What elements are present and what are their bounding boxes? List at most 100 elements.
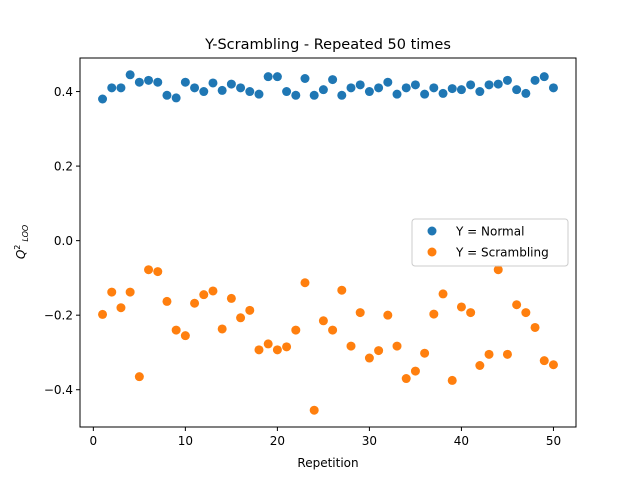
legend-label-scrambling: Y = Scrambling (455, 246, 549, 260)
point-scrambling (456, 302, 466, 312)
point-scrambling (144, 265, 154, 275)
point-scrambling (475, 361, 485, 370)
point-scrambling (98, 309, 108, 319)
point-normal (355, 80, 365, 90)
point-normal (493, 79, 503, 89)
point-normal (236, 83, 246, 93)
point-scrambling (134, 372, 144, 382)
legend-box (411, 218, 569, 267)
point-normal (144, 75, 154, 85)
x-axis-title: Repetition (297, 456, 358, 470)
point-normal (199, 87, 209, 97)
point-normal (217, 85, 227, 95)
y-axis-title-sup: 2 (13, 245, 22, 250)
point-normal (521, 88, 531, 98)
point-normal (512, 85, 522, 95)
point-normal (447, 84, 457, 94)
point-normal (548, 83, 558, 93)
legend-marker-normal (427, 226, 437, 236)
point-scrambling (539, 356, 549, 366)
axes-frame (79, 57, 577, 428)
point-scrambling (199, 290, 209, 300)
y-axis-title-sub: LOO (21, 225, 30, 242)
point-scrambling (484, 349, 494, 359)
x-tick-label: 0 (90, 434, 98, 448)
point-normal (291, 90, 301, 100)
point-normal (282, 87, 292, 97)
point-scrambling (318, 316, 328, 326)
point-scrambling (226, 293, 236, 303)
point-scrambling (337, 285, 347, 295)
point-normal (107, 83, 117, 93)
point-normal (162, 90, 172, 100)
point-normal (539, 72, 549, 82)
point-scrambling (355, 308, 365, 318)
point-normal (429, 83, 439, 93)
point-normal (530, 75, 540, 85)
point-normal (226, 79, 236, 89)
series-scrambling (98, 265, 558, 415)
point-normal (346, 83, 356, 93)
point-scrambling (153, 267, 163, 277)
point-scrambling (410, 366, 420, 376)
point-normal (318, 85, 328, 95)
point-scrambling (282, 342, 292, 352)
point-normal (309, 90, 319, 100)
point-normal (300, 74, 310, 83)
x-tick-label: 40 (454, 434, 469, 448)
point-scrambling (346, 341, 356, 351)
point-normal (328, 75, 338, 85)
x-axis: 0 10 20 30 40 50 (90, 427, 561, 448)
point-normal (475, 87, 485, 97)
point-scrambling (401, 374, 411, 384)
point-scrambling (300, 278, 310, 288)
point-scrambling (309, 405, 319, 415)
point-scrambling (512, 300, 522, 310)
point-normal (392, 89, 402, 99)
y-axis: −0.4 −0.2 0.0 0.2 0.4 (44, 85, 80, 397)
x-tick-label: 50 (546, 434, 561, 448)
y-axis-title-base: Q (14, 250, 28, 259)
legend-marker-scrambling (427, 247, 437, 257)
point-normal (180, 77, 190, 87)
point-scrambling (208, 286, 218, 296)
y-tick-label: 0.2 (54, 160, 73, 174)
point-normal (263, 72, 273, 82)
point-normal (254, 89, 264, 99)
point-normal (484, 80, 494, 90)
legend-label-normal: Y = Normal (455, 225, 524, 239)
point-normal (337, 90, 347, 100)
point-scrambling (392, 341, 402, 351)
point-normal (401, 83, 411, 93)
point-scrambling (548, 360, 558, 370)
point-scrambling (236, 313, 246, 323)
y-tick-label: −0.4 (44, 383, 73, 397)
point-normal (171, 93, 181, 103)
point-scrambling (116, 303, 126, 313)
x-tick-label: 30 (362, 434, 377, 448)
point-normal (410, 80, 420, 90)
x-tick-label: 20 (270, 434, 285, 448)
point-scrambling (107, 287, 117, 297)
point-normal (272, 72, 282, 82)
point-normal (134, 77, 144, 87)
point-scrambling (263, 339, 273, 349)
point-scrambling (180, 331, 190, 341)
point-scrambling (466, 308, 476, 318)
point-normal (98, 94, 108, 104)
point-scrambling (162, 296, 172, 306)
point-normal (420, 89, 430, 99)
point-scrambling (291, 325, 301, 335)
x-tick-label: 10 (178, 434, 193, 448)
point-scrambling (245, 305, 255, 315)
point-normal (364, 87, 374, 97)
point-normal (125, 70, 135, 80)
y-tick-label: −0.2 (44, 309, 73, 323)
point-scrambling (493, 265, 503, 275)
point-normal (374, 83, 384, 93)
point-scrambling (125, 287, 135, 297)
y-tick-label: 0.4 (54, 85, 73, 99)
point-scrambling (383, 310, 393, 320)
y-axis-title: Q2 LOO (13, 225, 30, 259)
